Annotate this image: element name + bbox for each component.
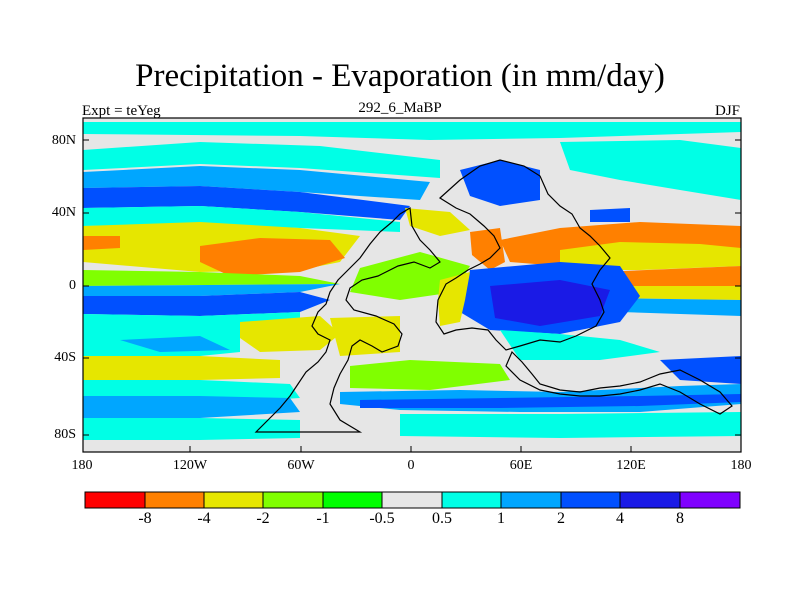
coastlines <box>254 159 733 433</box>
colorbar-label: -8 <box>138 510 152 527</box>
colorbar-swatch <box>561 492 620 508</box>
colorbar-swatch <box>85 492 145 508</box>
colorbar-label: -2 <box>256 510 270 527</box>
lat-label-40n: 40N <box>51 205 76 220</box>
pme-field <box>83 118 741 452</box>
colorbar-swatch <box>442 492 501 508</box>
lat-label-0: 0 <box>69 278 76 293</box>
colorbar-label: 2 <box>557 510 565 527</box>
lon-label-180w: 180 <box>71 458 93 473</box>
lon-label-0: 0 <box>407 458 415 473</box>
colorbar-label: 1 <box>497 510 505 527</box>
lon-label-180e: 180 <box>730 458 752 473</box>
colorbar-label: 0.5 <box>432 510 452 527</box>
colorbar-label: 4 <box>616 510 624 527</box>
colorbar-swatch <box>263 492 323 508</box>
lon-label-60e: 60E <box>509 458 533 473</box>
colorbar-swatch <box>204 492 263 508</box>
lon-label-120w: 120W <box>172 458 208 473</box>
lat-label-80n: 80N <box>51 133 76 148</box>
colorbar-swatch <box>323 492 382 508</box>
lon-label-60w: 60W <box>287 458 315 473</box>
colorbar-swatch <box>680 492 740 508</box>
map-title: Precipitation - Evaporation (in mm/day) <box>135 58 665 94</box>
season-label: DJF <box>714 103 740 119</box>
colorbar-swatch <box>145 492 204 508</box>
colorbar <box>84 491 741 509</box>
colorbar-label: -1 <box>316 510 330 527</box>
time-label: 292_6_MaBP <box>358 100 442 116</box>
colorbar-label: -0.5 <box>369 510 395 527</box>
colorbar-label: 8 <box>676 510 684 527</box>
plot-frame <box>82 117 742 453</box>
lon-label-120e: 120E <box>616 458 646 473</box>
colorbar-swatch <box>382 492 442 508</box>
colorbar-swatch <box>620 492 680 508</box>
axis-ticks <box>83 139 741 452</box>
colorbar-swatch <box>501 492 561 508</box>
colorbar-label: -4 <box>197 510 211 527</box>
lat-label-40s: 40S <box>54 350 76 365</box>
lat-label-80s: 80S <box>54 427 76 442</box>
experiment-label: Expt = teYeg <box>82 103 161 119</box>
